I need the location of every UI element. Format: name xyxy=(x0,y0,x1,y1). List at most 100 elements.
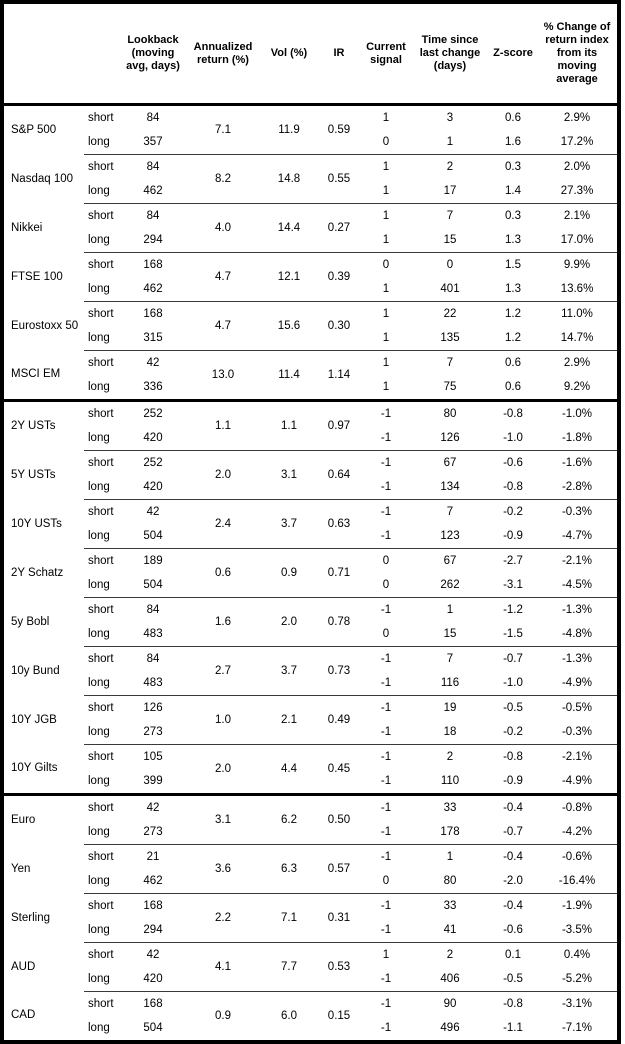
time-since-change-value: 2 xyxy=(411,744,489,769)
vol-value: 2.1 xyxy=(261,695,317,745)
z-score-value: 1.4 xyxy=(505,184,521,197)
pct-change-value: -3.1% xyxy=(537,991,619,1016)
z-score-value: -0.8 xyxy=(489,399,537,426)
horizon-label: short xyxy=(84,695,121,720)
z-score-value: -0.9 xyxy=(503,774,523,787)
current-signal-value: -1 xyxy=(361,399,411,426)
time-since-change-value: 7 xyxy=(411,646,489,671)
horizon-label: short xyxy=(84,350,121,375)
current-signal-value: -1 xyxy=(380,923,392,936)
asset-row-short: 2Y USTs short 252 1.1 1.1 0.97 -1 80 -0.8 -1.0% xyxy=(2,399,619,451)
horizon-label: short xyxy=(84,942,121,967)
annualized-return-value: 13.0 xyxy=(185,350,261,401)
time-since-change-value: 134 xyxy=(440,480,460,493)
horizon-label: short xyxy=(84,499,121,524)
horizon-label: long xyxy=(88,676,110,689)
pct-change-value: -2.1% xyxy=(537,744,619,769)
asset-name: S&P 500 xyxy=(11,123,57,136)
asset-row-short: Sterling short 168 2.2 7.1 0.31 -1 33 -0.4 -1.9% xyxy=(2,893,619,943)
horizon-label: short xyxy=(84,450,121,475)
ir-value: 0.97 xyxy=(317,399,361,451)
z-score-value: -2.0 xyxy=(503,874,523,887)
z-score-value: 1.3 xyxy=(505,282,521,295)
asset-name: Nikkei xyxy=(11,221,43,234)
header-lookback: Lookback (moving avg, days) xyxy=(121,2,185,106)
vol-value: 4.4 xyxy=(261,744,317,795)
horizon-label: short xyxy=(84,203,121,228)
time-since-change-value: 90 xyxy=(411,991,489,1016)
vol-value: 3.1 xyxy=(261,450,317,500)
horizon-label: short xyxy=(84,597,121,622)
asset-row-long: long 336 1 75 0.6 9.2% xyxy=(2,375,619,401)
lookback-value: 273 xyxy=(143,825,163,838)
lookback-value: 21 xyxy=(121,844,185,869)
asset-name: AUD xyxy=(11,960,36,973)
annualized-return-value: 4.1 xyxy=(185,942,261,992)
asset-row-long: long 420 -1 406 -0.5 -5.2% xyxy=(2,967,619,992)
asset-row-short: FTSE 100 short 168 4.7 12.1 0.39 0 0 1.5 9.9% xyxy=(2,252,619,302)
z-score-value: 1.2 xyxy=(505,331,521,344)
horizon-label: long xyxy=(88,480,110,493)
horizon-label: short xyxy=(84,893,121,918)
asset-row-short: 5Y USTs short 252 2.0 3.1 0.64 -1 67 -0.6 -1.6% xyxy=(2,450,619,500)
z-score-value: -0.7 xyxy=(503,825,523,838)
lookback-value: 42 xyxy=(121,942,185,967)
header-pct-change: % Change of return index from its moving… xyxy=(537,2,619,106)
vol-value: 15.6 xyxy=(261,301,317,351)
pct-change-value: -4.7% xyxy=(561,529,593,542)
asset-name: 10Y JGB xyxy=(11,713,57,726)
lookback-value: 294 xyxy=(143,923,163,936)
ir-value: 0.27 xyxy=(317,203,361,253)
annualized-return-value: 1.1 xyxy=(185,399,261,451)
pct-change-value: 13.6% xyxy=(560,282,594,295)
pct-change-value: -0.3% xyxy=(561,725,593,738)
ir-value: 0.59 xyxy=(327,123,351,136)
ir-value: 0.71 xyxy=(317,548,361,598)
time-since-change-value: 1 xyxy=(446,135,454,148)
current-signal-value: 1 xyxy=(382,233,390,246)
time-since-change-value: 116 xyxy=(440,676,460,689)
asset-row-short: 10Y USTs short 42 2.4 3.7 0.63 -1 7 -0.2 -0.3% xyxy=(2,499,619,549)
z-score-value: -1.2 xyxy=(489,597,537,622)
horizon-label: long xyxy=(88,825,110,838)
vol-value: 11.4 xyxy=(261,350,317,401)
annualized-return-value: 4.7 xyxy=(185,252,261,302)
asset-name: Sterling xyxy=(11,911,50,924)
asset-row-short: Nasdaq 100 short 84 8.2 14.8 0.55 1 2 0.3 2.0% xyxy=(2,154,619,204)
lookback-value: 462 xyxy=(143,874,163,887)
current-signal-value: 1 xyxy=(382,111,390,124)
z-score-value: -1.0 xyxy=(503,676,523,689)
vol-value: 3.7 xyxy=(261,646,317,696)
horizon-label: short xyxy=(88,111,114,124)
lookback-value: 399 xyxy=(143,774,163,787)
ir-value: 0.53 xyxy=(317,942,361,992)
current-signal-value: -1 xyxy=(361,844,411,869)
ir-value: 0.50 xyxy=(317,793,361,845)
asset-name: FTSE 100 xyxy=(11,270,63,283)
asset-row-long: long 504 0 262 -3.1 -4.5% xyxy=(2,573,619,598)
ir-value: 0.30 xyxy=(317,301,361,351)
horizon-label: short xyxy=(84,301,121,326)
pct-change-value: -1.0% xyxy=(537,399,619,426)
pct-change-value: -1.6% xyxy=(537,450,619,475)
header-vol: Vol (%) xyxy=(261,2,317,106)
horizon-label: short xyxy=(84,399,121,426)
annualized-return-value: 3.6 xyxy=(185,844,261,894)
lookback-value: 105 xyxy=(121,744,185,769)
time-since-change-value: 110 xyxy=(440,774,460,787)
pct-change-value: -4.8% xyxy=(561,627,593,640)
pct-change-value: -4.9% xyxy=(561,676,593,689)
current-signal-value: -1 xyxy=(380,725,392,738)
pct-change-value: 2.9% xyxy=(563,111,591,124)
pct-change-value: 27.3% xyxy=(560,184,594,197)
lookback-value: 357 xyxy=(143,135,163,148)
table-header: Lookback (moving avg, days) Annualized r… xyxy=(2,2,619,106)
current-signal-value: 1 xyxy=(361,301,411,326)
pct-change-value: -0.5% xyxy=(537,695,619,720)
z-score-value: -0.9 xyxy=(503,529,523,542)
pct-change-value: 9.2% xyxy=(563,380,591,393)
asset-name: 10Y USTs xyxy=(11,517,62,530)
lookback-value: 168 xyxy=(121,991,185,1016)
asset-name: 2Y Schatz xyxy=(11,566,64,579)
time-since-change-value: 15 xyxy=(443,627,457,640)
